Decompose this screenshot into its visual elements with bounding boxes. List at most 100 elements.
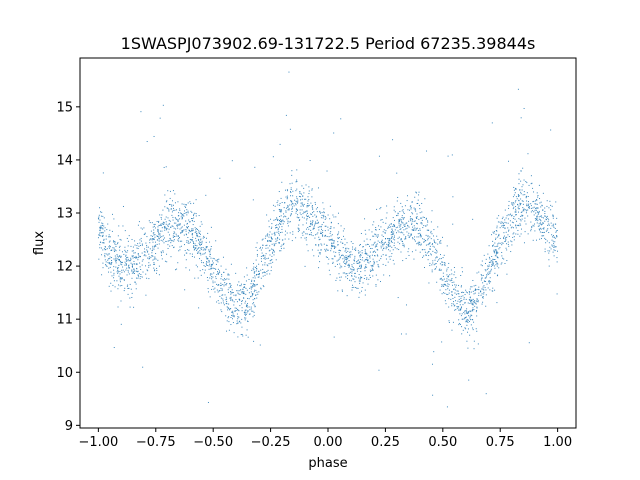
data-point <box>463 298 465 300</box>
data-point <box>387 238 389 240</box>
data-point <box>287 225 289 227</box>
data-point <box>262 285 264 287</box>
data-point <box>459 313 461 315</box>
data-point <box>538 216 540 218</box>
data-point <box>99 211 101 213</box>
data-point <box>537 194 539 196</box>
data-point <box>354 275 356 277</box>
data-point <box>465 320 467 322</box>
data-point <box>243 291 245 293</box>
data-point <box>173 204 174 206</box>
data-point <box>466 313 468 315</box>
data-point <box>153 234 155 236</box>
data-point <box>406 231 408 233</box>
data-point <box>206 258 208 260</box>
data-point <box>402 222 404 224</box>
data-point <box>187 210 189 212</box>
data-point <box>223 271 225 273</box>
data-point <box>402 260 404 262</box>
data-point <box>391 228 393 230</box>
data-point <box>250 283 252 285</box>
data-point <box>279 210 281 212</box>
data-point <box>246 267 248 269</box>
data-point <box>218 258 220 260</box>
data-point <box>212 257 214 259</box>
data-point <box>495 238 497 240</box>
data-point <box>359 292 361 294</box>
data-point <box>284 215 286 217</box>
data-point <box>222 256 224 258</box>
data-point <box>476 306 478 308</box>
data-point <box>195 199 197 201</box>
data-point <box>383 229 385 231</box>
data-point <box>510 227 512 229</box>
data-point <box>337 241 339 243</box>
data-point <box>352 269 354 271</box>
data-point <box>344 238 346 240</box>
data-point <box>541 231 543 233</box>
data-point <box>539 229 541 231</box>
data-point <box>556 293 558 295</box>
data-point <box>480 290 482 292</box>
data-point <box>367 259 369 261</box>
data-point <box>214 287 216 289</box>
data-point <box>161 236 163 238</box>
data-point <box>239 294 241 296</box>
data-point <box>304 198 306 200</box>
data-point <box>466 324 468 326</box>
data-point <box>304 237 306 239</box>
data-point <box>260 288 262 290</box>
data-point <box>110 263 112 265</box>
data-point <box>468 320 470 322</box>
data-point <box>199 230 201 232</box>
data-point <box>181 214 183 216</box>
data-point <box>495 264 497 266</box>
data-point <box>120 239 122 241</box>
data-point <box>162 209 164 211</box>
data-point <box>232 318 234 320</box>
data-point <box>502 257 504 259</box>
data-point <box>281 226 283 228</box>
data-point <box>382 243 384 245</box>
data-point <box>473 348 475 350</box>
data-point <box>180 232 182 234</box>
data-point <box>264 272 266 274</box>
data-point <box>282 223 284 225</box>
data-point <box>396 248 398 250</box>
data-point <box>146 269 148 271</box>
data-point <box>346 257 348 259</box>
data-point <box>407 251 409 253</box>
data-point <box>286 232 288 234</box>
data-point <box>508 200 510 202</box>
data-point <box>307 205 309 207</box>
data-point <box>210 248 212 250</box>
data-point <box>198 242 200 244</box>
data-point <box>262 264 264 266</box>
data-point <box>117 270 119 271</box>
data-point <box>373 242 375 244</box>
data-point <box>338 273 340 275</box>
data-point <box>429 236 431 238</box>
data-point <box>115 259 117 261</box>
data-point <box>486 274 488 276</box>
data-point <box>179 208 181 210</box>
data-point <box>323 243 325 245</box>
data-point <box>504 209 506 211</box>
data-point <box>306 214 308 216</box>
data-point <box>264 262 266 264</box>
data-point <box>302 234 304 236</box>
data-point <box>162 251 164 253</box>
data-point <box>452 223 454 225</box>
data-point <box>501 255 503 257</box>
data-point <box>258 263 260 265</box>
data-point <box>378 228 380 230</box>
data-point <box>517 195 519 197</box>
data-point <box>121 277 123 279</box>
data-point <box>141 228 143 230</box>
data-point <box>100 232 102 234</box>
data-point <box>109 240 111 242</box>
data-point <box>194 247 196 249</box>
data-point <box>404 205 406 207</box>
data-point <box>496 252 498 254</box>
data-point <box>179 224 181 226</box>
